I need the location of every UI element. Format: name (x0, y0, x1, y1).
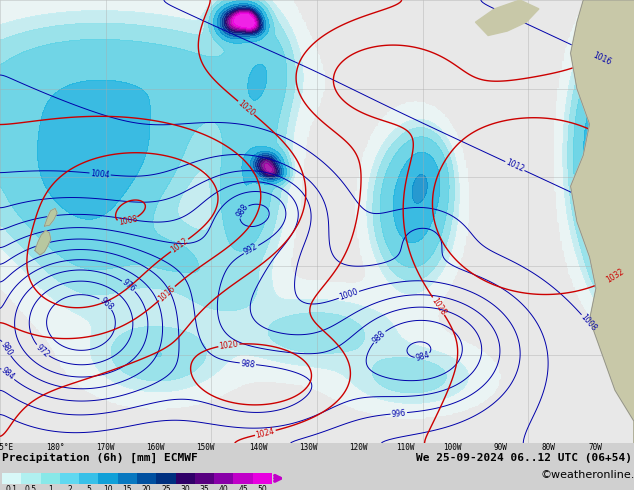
Polygon shape (476, 0, 539, 35)
Text: 5: 5 (86, 485, 91, 490)
Polygon shape (35, 231, 51, 255)
Text: 1020: 1020 (219, 339, 239, 350)
Text: 120W: 120W (349, 443, 367, 452)
Bar (2, 473, 22, 484)
Polygon shape (44, 208, 57, 226)
Text: 1012: 1012 (169, 236, 190, 255)
Text: 20: 20 (142, 485, 152, 490)
Text: 45: 45 (238, 485, 248, 490)
Text: 1008: 1008 (579, 313, 598, 333)
Polygon shape (571, 0, 634, 443)
Text: 100W: 100W (443, 443, 462, 452)
Bar (118, 473, 137, 484)
Bar (176, 473, 195, 484)
Bar (253, 473, 272, 484)
Text: 25: 25 (161, 485, 171, 490)
Bar (41, 473, 60, 484)
Text: 1000: 1000 (339, 288, 359, 302)
Text: 968: 968 (98, 295, 115, 312)
Text: 1032: 1032 (605, 267, 626, 285)
Text: 150W: 150W (196, 443, 214, 452)
Text: 90W: 90W (493, 443, 507, 452)
Text: 1024: 1024 (255, 426, 276, 440)
Text: 40: 40 (219, 485, 229, 490)
Text: ©weatheronline.co.uk: ©weatheronline.co.uk (540, 470, 634, 480)
Text: 10: 10 (103, 485, 113, 490)
Text: 988: 988 (240, 359, 256, 369)
Text: 996: 996 (391, 408, 406, 418)
Bar (137, 473, 157, 484)
Text: 35: 35 (200, 485, 209, 490)
Text: 984: 984 (415, 351, 431, 364)
Text: 1004: 1004 (90, 169, 110, 179)
Text: 140W: 140W (249, 443, 268, 452)
Text: We 25-09-2024 06..12 UTC (06+54): We 25-09-2024 06..12 UTC (06+54) (416, 453, 632, 463)
Bar (60, 473, 79, 484)
Text: Precipitation (6h) [mm] ECMWF: Precipitation (6h) [mm] ECMWF (2, 453, 198, 463)
Text: 0.5: 0.5 (25, 485, 37, 490)
Text: 972: 972 (34, 343, 51, 359)
Bar (195, 473, 214, 484)
Bar (98, 473, 118, 484)
Bar (157, 473, 176, 484)
Bar (22, 473, 41, 484)
Text: 1012: 1012 (504, 158, 526, 174)
Text: 980: 980 (0, 340, 14, 357)
Text: 1020: 1020 (236, 98, 256, 118)
Text: 988: 988 (235, 202, 250, 220)
Text: 110W: 110W (396, 443, 414, 452)
Text: 80W: 80W (541, 443, 555, 452)
Text: 976: 976 (120, 278, 137, 294)
Text: 1028: 1028 (429, 296, 448, 317)
Text: 165°E: 165°E (0, 443, 13, 452)
Text: 988: 988 (371, 328, 387, 345)
Text: 160W: 160W (146, 443, 164, 452)
Text: 70W: 70W (588, 443, 602, 452)
Text: 2: 2 (67, 485, 72, 490)
Text: 30: 30 (180, 485, 190, 490)
Text: 180°: 180° (46, 443, 64, 452)
Text: 992: 992 (243, 242, 259, 257)
Text: 170W: 170W (96, 443, 114, 452)
Bar (233, 473, 253, 484)
Text: 1008: 1008 (117, 215, 138, 227)
Bar (79, 473, 98, 484)
Text: 1016: 1016 (592, 51, 613, 67)
Text: 50: 50 (257, 485, 268, 490)
Text: 130W: 130W (299, 443, 317, 452)
Text: 1: 1 (48, 485, 53, 490)
Text: 0.1: 0.1 (6, 485, 18, 490)
Text: 984: 984 (0, 366, 16, 382)
Text: 1016: 1016 (157, 284, 177, 303)
Bar (214, 473, 233, 484)
Text: 15: 15 (122, 485, 132, 490)
